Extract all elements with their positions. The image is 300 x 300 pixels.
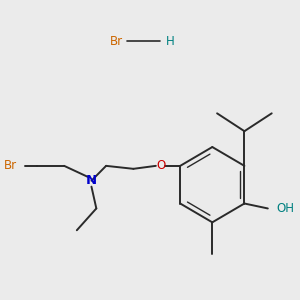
Text: O: O — [156, 159, 165, 172]
Text: Br: Br — [4, 159, 17, 172]
Text: N: N — [86, 174, 97, 187]
Text: OH: OH — [277, 202, 295, 215]
Text: H: H — [166, 34, 174, 47]
Text: Br: Br — [110, 34, 123, 47]
